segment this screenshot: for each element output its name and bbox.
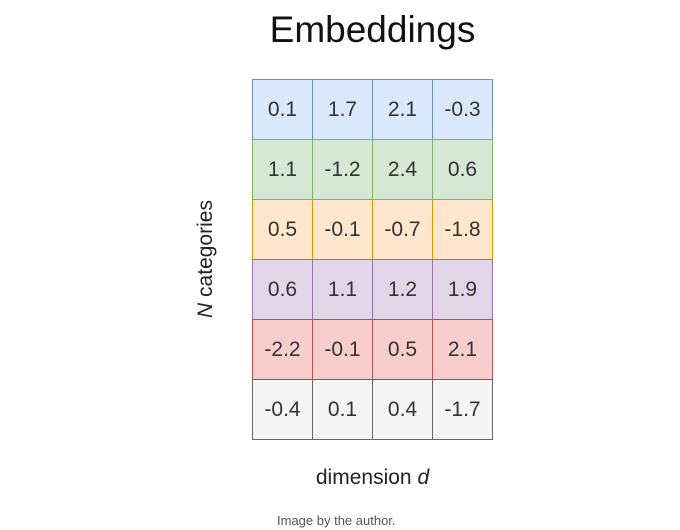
matrix-cell: 2.1 bbox=[372, 79, 433, 140]
matrix-cell: 0.4 bbox=[372, 379, 433, 440]
matrix-cell: 1.9 bbox=[432, 259, 493, 320]
matrix-cell: 1.1 bbox=[252, 139, 313, 200]
matrix-cell: 1.1 bbox=[312, 259, 373, 320]
matrix-cell: -0.3 bbox=[432, 79, 493, 140]
matrix-cell: -0.1 bbox=[312, 199, 373, 260]
matrix-cell: -0.4 bbox=[252, 379, 313, 440]
image-caption: Image by the author. bbox=[277, 513, 396, 528]
matrix-cell: -1.8 bbox=[432, 199, 493, 260]
matrix-cell: 1.7 bbox=[312, 79, 373, 140]
matrix-cell: 1.2 bbox=[372, 259, 433, 320]
row-axis-text: categories bbox=[194, 200, 217, 303]
matrix-cell: 0.6 bbox=[252, 259, 313, 320]
matrix-cell: -2.2 bbox=[252, 319, 313, 380]
column-axis-text: dimension bbox=[315, 466, 418, 489]
matrix-cell: 2.4 bbox=[372, 139, 433, 200]
matrix-cell: -1.7 bbox=[432, 379, 493, 440]
matrix-cell: 0.5 bbox=[252, 199, 313, 260]
matrix-cell: 0.1 bbox=[252, 79, 313, 140]
row-axis-label: N categories bbox=[194, 200, 218, 318]
row-axis-symbol: N bbox=[194, 302, 217, 318]
embedding-matrix: 0.1 1.7 2.1 -0.3 1.1 -1.2 2.4 0.6 0.5 -0.1 -0.7 -1.… bbox=[252, 79, 493, 440]
matrix-cell: 0.6 bbox=[432, 139, 493, 200]
column-axis-label: dimension d bbox=[252, 466, 493, 490]
diagram-title: Embeddings bbox=[269, 9, 476, 50]
matrix-cell: 0.1 bbox=[312, 379, 373, 440]
matrix-cell: 2.1 bbox=[432, 319, 493, 380]
matrix-cell: 0.5 bbox=[372, 319, 433, 380]
column-axis-symbol: d bbox=[417, 466, 430, 489]
matrix-cell: -0.7 bbox=[372, 199, 433, 260]
matrix-cell: -0.1 bbox=[312, 319, 373, 380]
matrix-cell: -1.2 bbox=[312, 139, 373, 200]
